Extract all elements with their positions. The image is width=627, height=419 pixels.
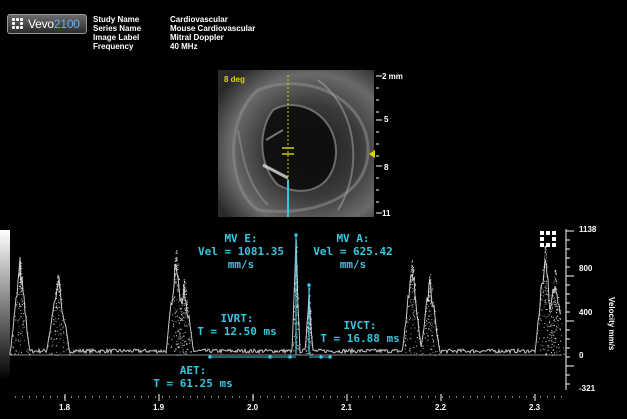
doppler-spectrum[interactable]: Velocity mm/s (0, 225, 627, 419)
bmode-svg: 8 deg (218, 70, 374, 217)
study-name-value: Cardiovascular (170, 15, 228, 24)
depth-tick-5: 5 (384, 115, 389, 124)
aet-label: AET: T = 61.25 ms (153, 364, 233, 390)
frequency-value: 40 MHz (170, 42, 198, 51)
image-label-label: Image Label (93, 33, 140, 42)
grid-dots-icon[interactable] (540, 231, 556, 247)
vevo-logo: Vevo2100 (7, 14, 87, 34)
depth-tick-8: 8 (384, 163, 389, 172)
velocity-ticks (566, 230, 574, 385)
series-name-label: Series Name (93, 24, 142, 33)
depth-tick-2: 2 mm (382, 72, 403, 81)
logo-dots-icon (12, 18, 24, 30)
depth-scale (376, 75, 382, 214)
bmode-image[interactable]: 8 deg (218, 70, 374, 217)
time-tick-2.2: 2.2 (435, 403, 447, 412)
image-label-value: Mitral Doppler (170, 33, 224, 42)
frequency-label: Frequency (93, 42, 134, 51)
time-tick-2.1: 2.1 (341, 403, 353, 412)
time-tick-2.0: 2.0 (247, 403, 259, 412)
mv-a-label: MV A: Vel = 625.42 mm/s (313, 232, 393, 271)
vel-tick-400: 400 (579, 308, 593, 317)
vel-tick-0: 0 (579, 351, 584, 360)
study-name-label: Study Name (93, 15, 140, 24)
time-ticks (64, 394, 536, 401)
depth-tick-11: 11 (382, 209, 391, 218)
measurement-markers (208, 233, 332, 359)
ivrt-label: IVRT: T = 12.50 ms (197, 312, 277, 338)
spectral-trace (9, 237, 565, 356)
time-tick-1.9: 1.9 (153, 403, 165, 412)
gray-scale-bar (0, 230, 10, 380)
brand-name: Vevo2100 (28, 17, 80, 31)
time-tick-2.3: 2.3 (529, 403, 541, 412)
angle-label: 8 deg (224, 75, 245, 84)
ivct-label: IVCT: T = 16.88 ms (320, 319, 400, 345)
focus-marker-icon[interactable] (369, 150, 375, 158)
vel-tick-800: 800 (579, 264, 593, 273)
vel-tick-1138: 1138 (579, 225, 597, 234)
series-name-value: Mouse Cardiovascular (170, 24, 256, 33)
time-tick-1.8: 1.8 (59, 403, 71, 412)
velocity-axis-title: Velocity mm/s (607, 297, 616, 351)
mv-e-label: MV E: Vel = 1081.35 mm/s (197, 232, 285, 271)
vel-tick-neg321: -321 (579, 384, 596, 393)
